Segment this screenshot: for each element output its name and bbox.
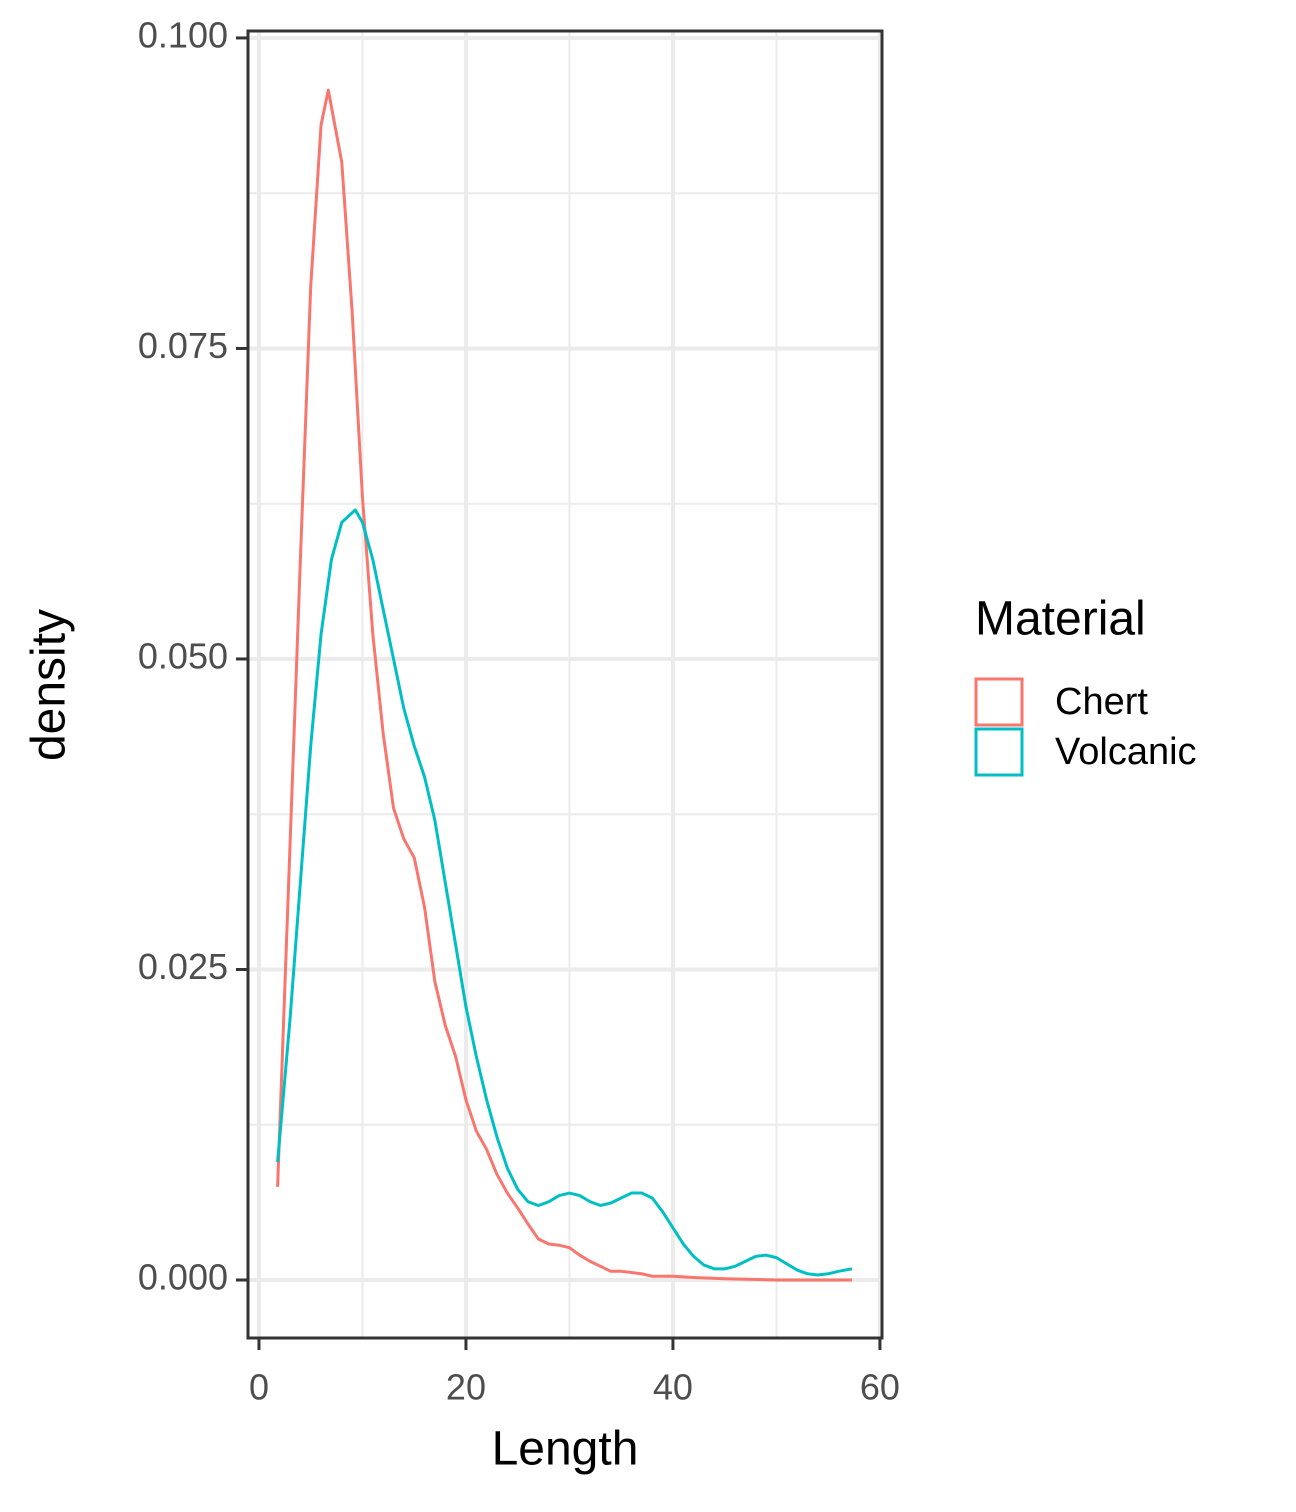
x-tick-label: 0 bbox=[249, 1367, 269, 1408]
x-tick-label: 40 bbox=[653, 1367, 693, 1408]
y-tick-label: 0.025 bbox=[138, 946, 228, 987]
y-tick-label: 0.100 bbox=[138, 14, 228, 55]
y-tick-label: 0.050 bbox=[138, 635, 228, 676]
x-tick-label: 20 bbox=[446, 1367, 486, 1408]
legend-key bbox=[974, 727, 1024, 777]
y-tick-label: 0.000 bbox=[138, 1257, 228, 1298]
density-line bbox=[276, 508, 853, 1277]
panel-border bbox=[246, 29, 884, 1340]
y-axis-title: density bbox=[23, 609, 76, 761]
y-tick-label: 0.075 bbox=[138, 325, 228, 366]
x-tick-label: 60 bbox=[860, 1367, 900, 1408]
density-line bbox=[276, 88, 852, 1282]
x-axis-title: Length bbox=[492, 1423, 639, 1476]
legend-label: Volcanic bbox=[1055, 731, 1197, 773]
legend-label: Chert bbox=[1055, 681, 1148, 723]
legend-key bbox=[974, 677, 1024, 727]
legend-title: Material bbox=[975, 593, 1146, 646]
panel bbox=[248, 31, 882, 1338]
